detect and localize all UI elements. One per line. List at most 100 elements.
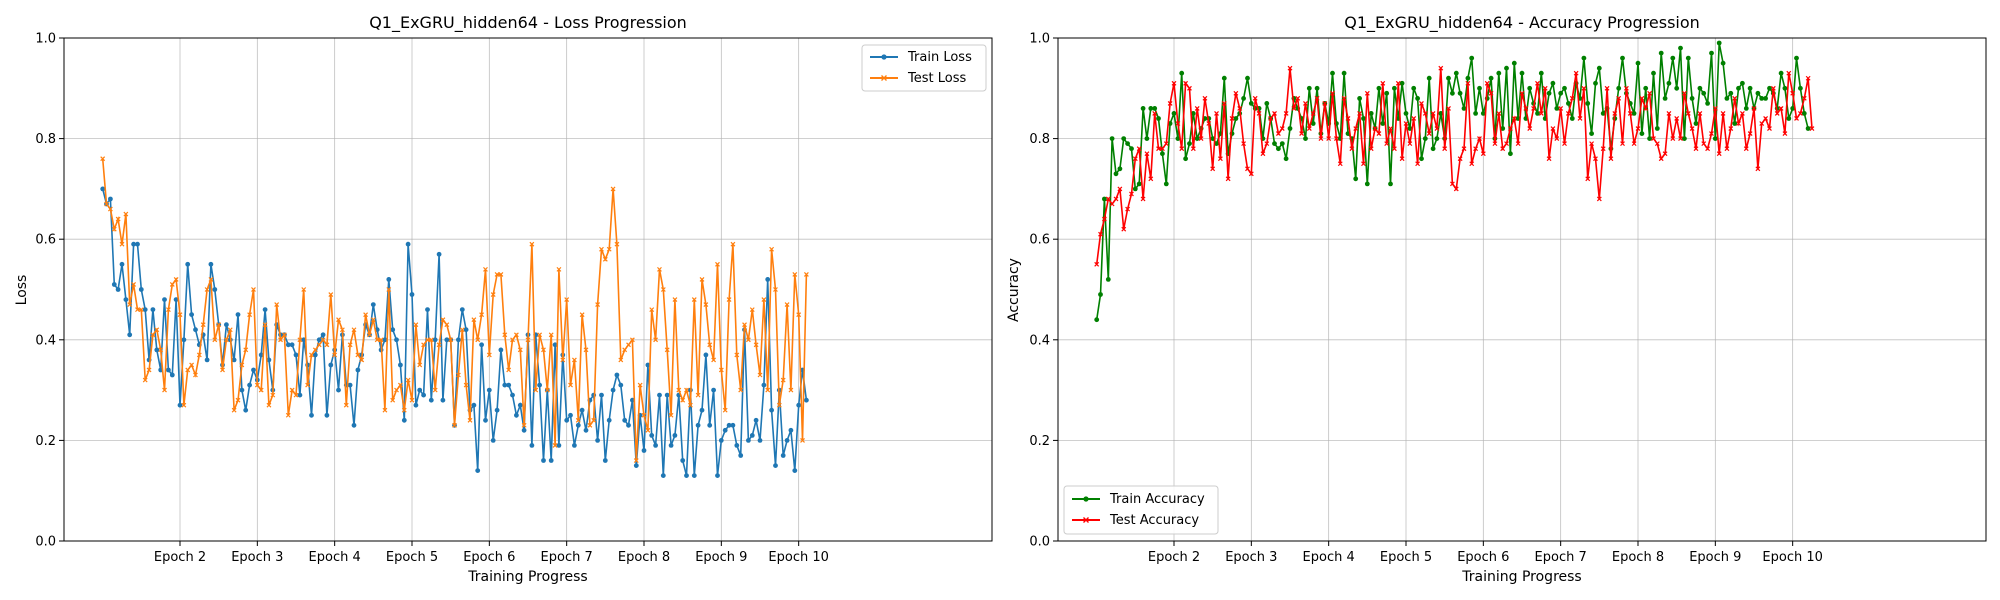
train-accuracy-point [1767,85,1772,91]
train-accuracy-point [1662,96,1668,101]
test-accuracy-point [1651,136,1656,142]
test-loss-point [289,387,295,393]
y-tick-label: 0.6 [35,233,56,248]
test-loss-point [699,277,705,282]
x-tick-label: Epoch 2 [154,550,206,565]
train-loss-point [212,287,218,292]
train-accuracy-point [1330,70,1335,76]
legend-test-loss-label: Test Loss [907,71,966,86]
test-accuracy-point [1554,136,1560,142]
test-loss-point [803,271,809,277]
train-loss-point [699,407,705,413]
train-accuracy-point [1469,55,1475,61]
train-accuracy-point [1674,85,1680,91]
test-loss-point [107,206,113,212]
test-loss-point [749,307,755,313]
test-loss-point [761,297,767,302]
train-loss-point [703,352,709,358]
y-tick-label: 0.6 [1029,233,1050,248]
train-loss-point [208,261,214,267]
train-accuracy-point [1376,85,1382,91]
train-accuracy-point [1156,116,1161,121]
test-loss-point [502,332,508,338]
train-loss-point [444,337,450,343]
train-accuracy-point [1364,181,1370,187]
train-accuracy-point [1616,85,1622,91]
train-loss-point [316,337,322,343]
test-accuracy-point [1415,161,1421,167]
test-loss-point [738,387,744,393]
test-loss-point [440,317,446,323]
train-loss-point [173,297,179,302]
train-accuracy-point [1388,181,1393,187]
test-accuracy-point [1782,131,1788,136]
test-loss-point [629,337,635,343]
test-accuracy-point [1616,95,1622,101]
train-loss-point [626,422,631,428]
test-loss-point [409,397,415,403]
train-accuracy-point [1098,292,1103,297]
train-accuracy-point [1221,75,1227,81]
accuracy-plot-frame [1057,37,1987,542]
test-loss-point [695,392,701,398]
test-accuracy-point [1163,141,1169,147]
train-loss-point [711,387,716,393]
test-loss-point [309,352,314,358]
train-loss-point [633,463,639,468]
test-accuracy-point [1585,176,1591,182]
test-accuracy-point [1484,80,1490,86]
x-tick-label: Epoch 6 [1457,550,1509,565]
y-tick-label: 0.8 [35,132,56,147]
y-tick-label: 0.8 [1029,132,1050,147]
test-loss-point [560,357,566,363]
test-loss-point [533,387,539,393]
test-accuracy-point [1538,111,1544,116]
test-accuracy-point [1604,85,1610,91]
train-loss-point [127,332,133,338]
test-accuracy-point [1368,146,1374,152]
test-accuracy-point [1647,90,1653,96]
x-tick-label: Epoch 4 [309,550,361,565]
test-loss-point [235,397,241,403]
train-loss-point [436,251,442,257]
train-loss-point [119,261,125,267]
train-loss-point [193,327,198,333]
loss-y-axis-label: Loss [14,275,30,306]
test-loss-point [111,226,117,232]
train-accuracy-point [1709,50,1714,56]
train-loss-point [483,417,488,423]
train-loss-point [266,357,272,363]
test-loss-point [262,322,268,328]
test-loss-point [626,342,631,348]
test-accuracy-point [1747,131,1753,136]
test-loss-point [486,352,492,358]
train-accuracy-point [1303,136,1308,142]
accuracy-y-axis-label: Accuracy [1006,258,1022,322]
test-accuracy-point [1546,156,1552,162]
test-loss-point [610,186,616,192]
test-loss-point [316,342,322,348]
test-accuracy-point [1755,166,1761,172]
train-loss-point [660,473,666,478]
train-loss-point [641,448,647,453]
train-accuracy-point [1314,85,1320,91]
test-accuracy-point [1376,131,1382,136]
test-loss-point [544,387,550,393]
train-accuracy-point [1248,101,1254,106]
test-loss-point [467,417,473,423]
test-loss-point [274,302,280,308]
train-accuracy-point [1801,111,1807,116]
train-loss-point [370,302,376,307]
test-accuracy-point [1333,136,1339,142]
train-loss-point [792,468,798,473]
test-accuracy-point [1519,90,1525,96]
y-tick-label: 1.0 [1029,32,1050,47]
train-loss-point [765,277,771,282]
test-accuracy-point [1434,126,1440,131]
test-accuracy-point [1523,105,1529,111]
train-accuracy-point [1782,85,1788,91]
test-loss-point [552,443,558,448]
train-accuracy-point [1794,55,1799,61]
train-loss-point [761,382,767,388]
loss-series [100,156,809,478]
